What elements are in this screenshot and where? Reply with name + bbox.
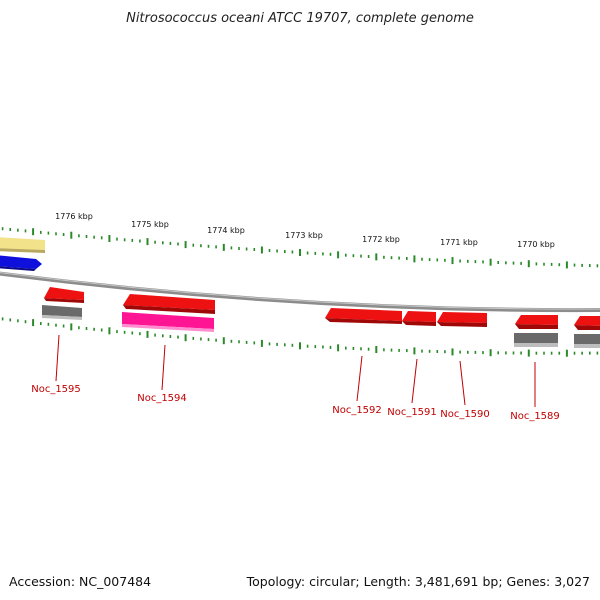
gene-noc-1589[interactable]: [515, 315, 558, 329]
gene-noc-1591[interactable]: [402, 311, 436, 326]
kbp-label-1772: 1772 kbp: [362, 235, 400, 244]
leader-noc-1592: [356, 355, 363, 402]
map-title: Nitrosococcus oceani ATCC 19707, complet…: [126, 11, 474, 26]
kbp-label-1775: 1775 kbp: [131, 220, 169, 229]
gene-noc-1594[interactable]: [123, 294, 215, 314]
rna-feature-1594[interactable]: [122, 312, 214, 332]
leader-noc-1590: [459, 360, 466, 406]
other-feature-1589[interactable]: [514, 333, 558, 347]
accession-text: Accession: NC_007484: [9, 574, 151, 589]
leader-noc-1594: [161, 344, 166, 391]
gene-noc-1595[interactable]: [44, 287, 84, 303]
gene-edge-right[interactable]: [574, 316, 600, 330]
gene-noc-1592[interactable]: [325, 308, 402, 324]
gene-label-noc-1592[interactable]: Noc_1592: [332, 405, 382, 416]
genome-backbone: [0, 271, 600, 313]
kbp-label-1773: 1773 kbp: [285, 231, 323, 240]
topology-text: Topology: circular; Length: 3,481,691 bp…: [246, 574, 590, 589]
genome-backbone-highlight: [0, 272, 600, 310]
outer-tick-ring: [1, 227, 599, 269]
gene-label-noc-1591[interactable]: Noc_1591: [387, 407, 437, 418]
yellow-feature[interactable]: [0, 237, 45, 253]
gene-label-noc-1594[interactable]: Noc_1594: [137, 393, 187, 404]
gene-label-noc-1589[interactable]: Noc_1589: [510, 411, 560, 422]
inner-tick-ring: [1, 317, 599, 357]
other-feature-1595[interactable]: [42, 305, 82, 320]
gene-noc-1590[interactable]: [437, 312, 487, 327]
kbp-label-1771: 1771 kbp: [440, 238, 478, 247]
kbp-label-1770: 1770 kbp: [517, 240, 555, 249]
leader-noc-1595: [55, 334, 60, 382]
blue-feature[interactable]: [0, 255, 42, 271]
gene-label-noc-1595[interactable]: Noc_1595: [31, 384, 81, 395]
kbp-label-1776: 1776 kbp: [55, 212, 93, 221]
other-feature-edge-right[interactable]: [574, 334, 600, 348]
gene-label-noc-1590[interactable]: Noc_1590: [440, 409, 490, 420]
kbp-label-1774: 1774 kbp: [207, 226, 245, 235]
leader-noc-1591: [411, 358, 418, 404]
